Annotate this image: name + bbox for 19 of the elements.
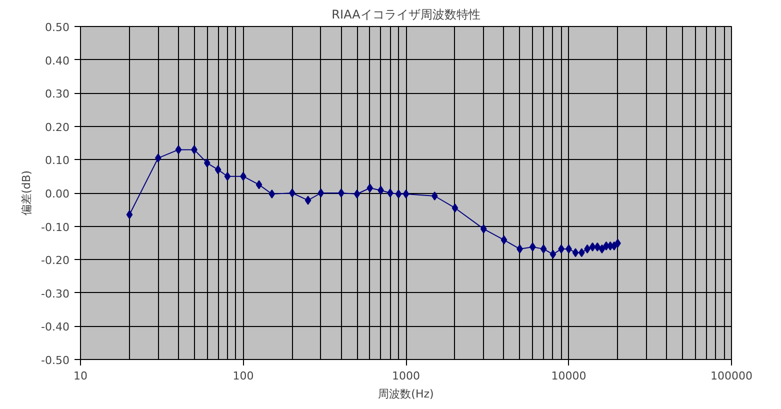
y-tick-label: -0.30	[41, 287, 70, 300]
x-tick-label: 100	[232, 370, 254, 382]
x-axis-title: 周波数(Hz)	[378, 388, 434, 400]
y-tick-label: -0.40	[41, 320, 70, 334]
y-tick-label: -0.10	[41, 220, 70, 234]
y-tick-label: -0.20	[41, 254, 70, 268]
y-tick-label: 0.40	[45, 54, 70, 68]
x-tick-label: 1000	[392, 370, 420, 382]
y-tick-label: 0.30	[45, 88, 70, 101]
y-tick-label: -0.50	[41, 354, 70, 367]
y-axis-title: 偏差(dB)	[20, 170, 34, 216]
y-tick-label: 0.10	[45, 154, 70, 168]
y-tick-label: 0.20	[45, 120, 70, 134]
x-tick-label: 10	[74, 370, 88, 382]
x-tick-label: 100000	[710, 370, 753, 382]
x-tick-label: 10000	[551, 370, 586, 382]
chart-title: RIAAイコライザ周波数特性	[332, 8, 480, 22]
y-tick-label: 0.00	[45, 188, 70, 200]
y-tick-label: 0.50	[45, 21, 70, 34]
